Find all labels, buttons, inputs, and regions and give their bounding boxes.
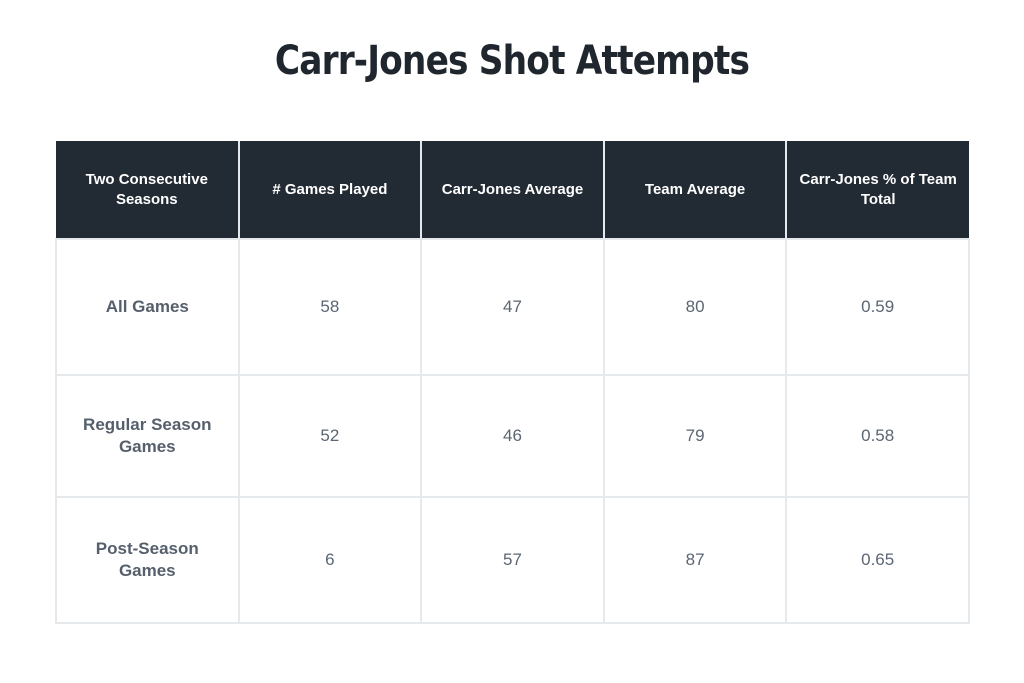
header-row: Two Consecutive Seasons # Games Played C… [56, 141, 969, 239]
column-header: Carr-Jones % of Team Total [785, 141, 969, 239]
column-header: # Games Played [237, 141, 422, 239]
table-cell: 80 [602, 238, 788, 376]
data-table: Two Consecutive Seasons # Games Played C… [55, 141, 970, 624]
table-cell: 0.58 [785, 374, 970, 498]
column-header: Team Average [602, 141, 787, 239]
chart-title: Carr-Jones Shot Attempts [274, 38, 750, 84]
table-cell: 46 [420, 374, 605, 498]
column-header: Carr-Jones Average [420, 141, 604, 239]
table-row: All Games 58 47 80 0.59 [55, 238, 970, 376]
table-cell: 57 [420, 496, 605, 624]
row-label: Regular Season Games [55, 374, 240, 498]
table-cell: 52 [237, 374, 423, 498]
table-cell: 47 [420, 238, 605, 376]
row-label: Post-Season Games [55, 496, 240, 624]
table-cell: 0.59 [785, 238, 970, 376]
table-cell: 79 [602, 374, 788, 498]
table-cell: 6 [237, 496, 423, 624]
table-cell: 58 [237, 238, 423, 376]
row-label: All Games [55, 238, 240, 376]
table-cell: 87 [602, 496, 788, 624]
table-cell: 0.65 [785, 496, 970, 624]
column-header: Two Consecutive Seasons [56, 141, 239, 239]
table-row: Regular Season Games 52 46 79 0.58 [55, 374, 970, 498]
table-row: Post-Season Games 6 57 87 0.65 [55, 496, 970, 624]
